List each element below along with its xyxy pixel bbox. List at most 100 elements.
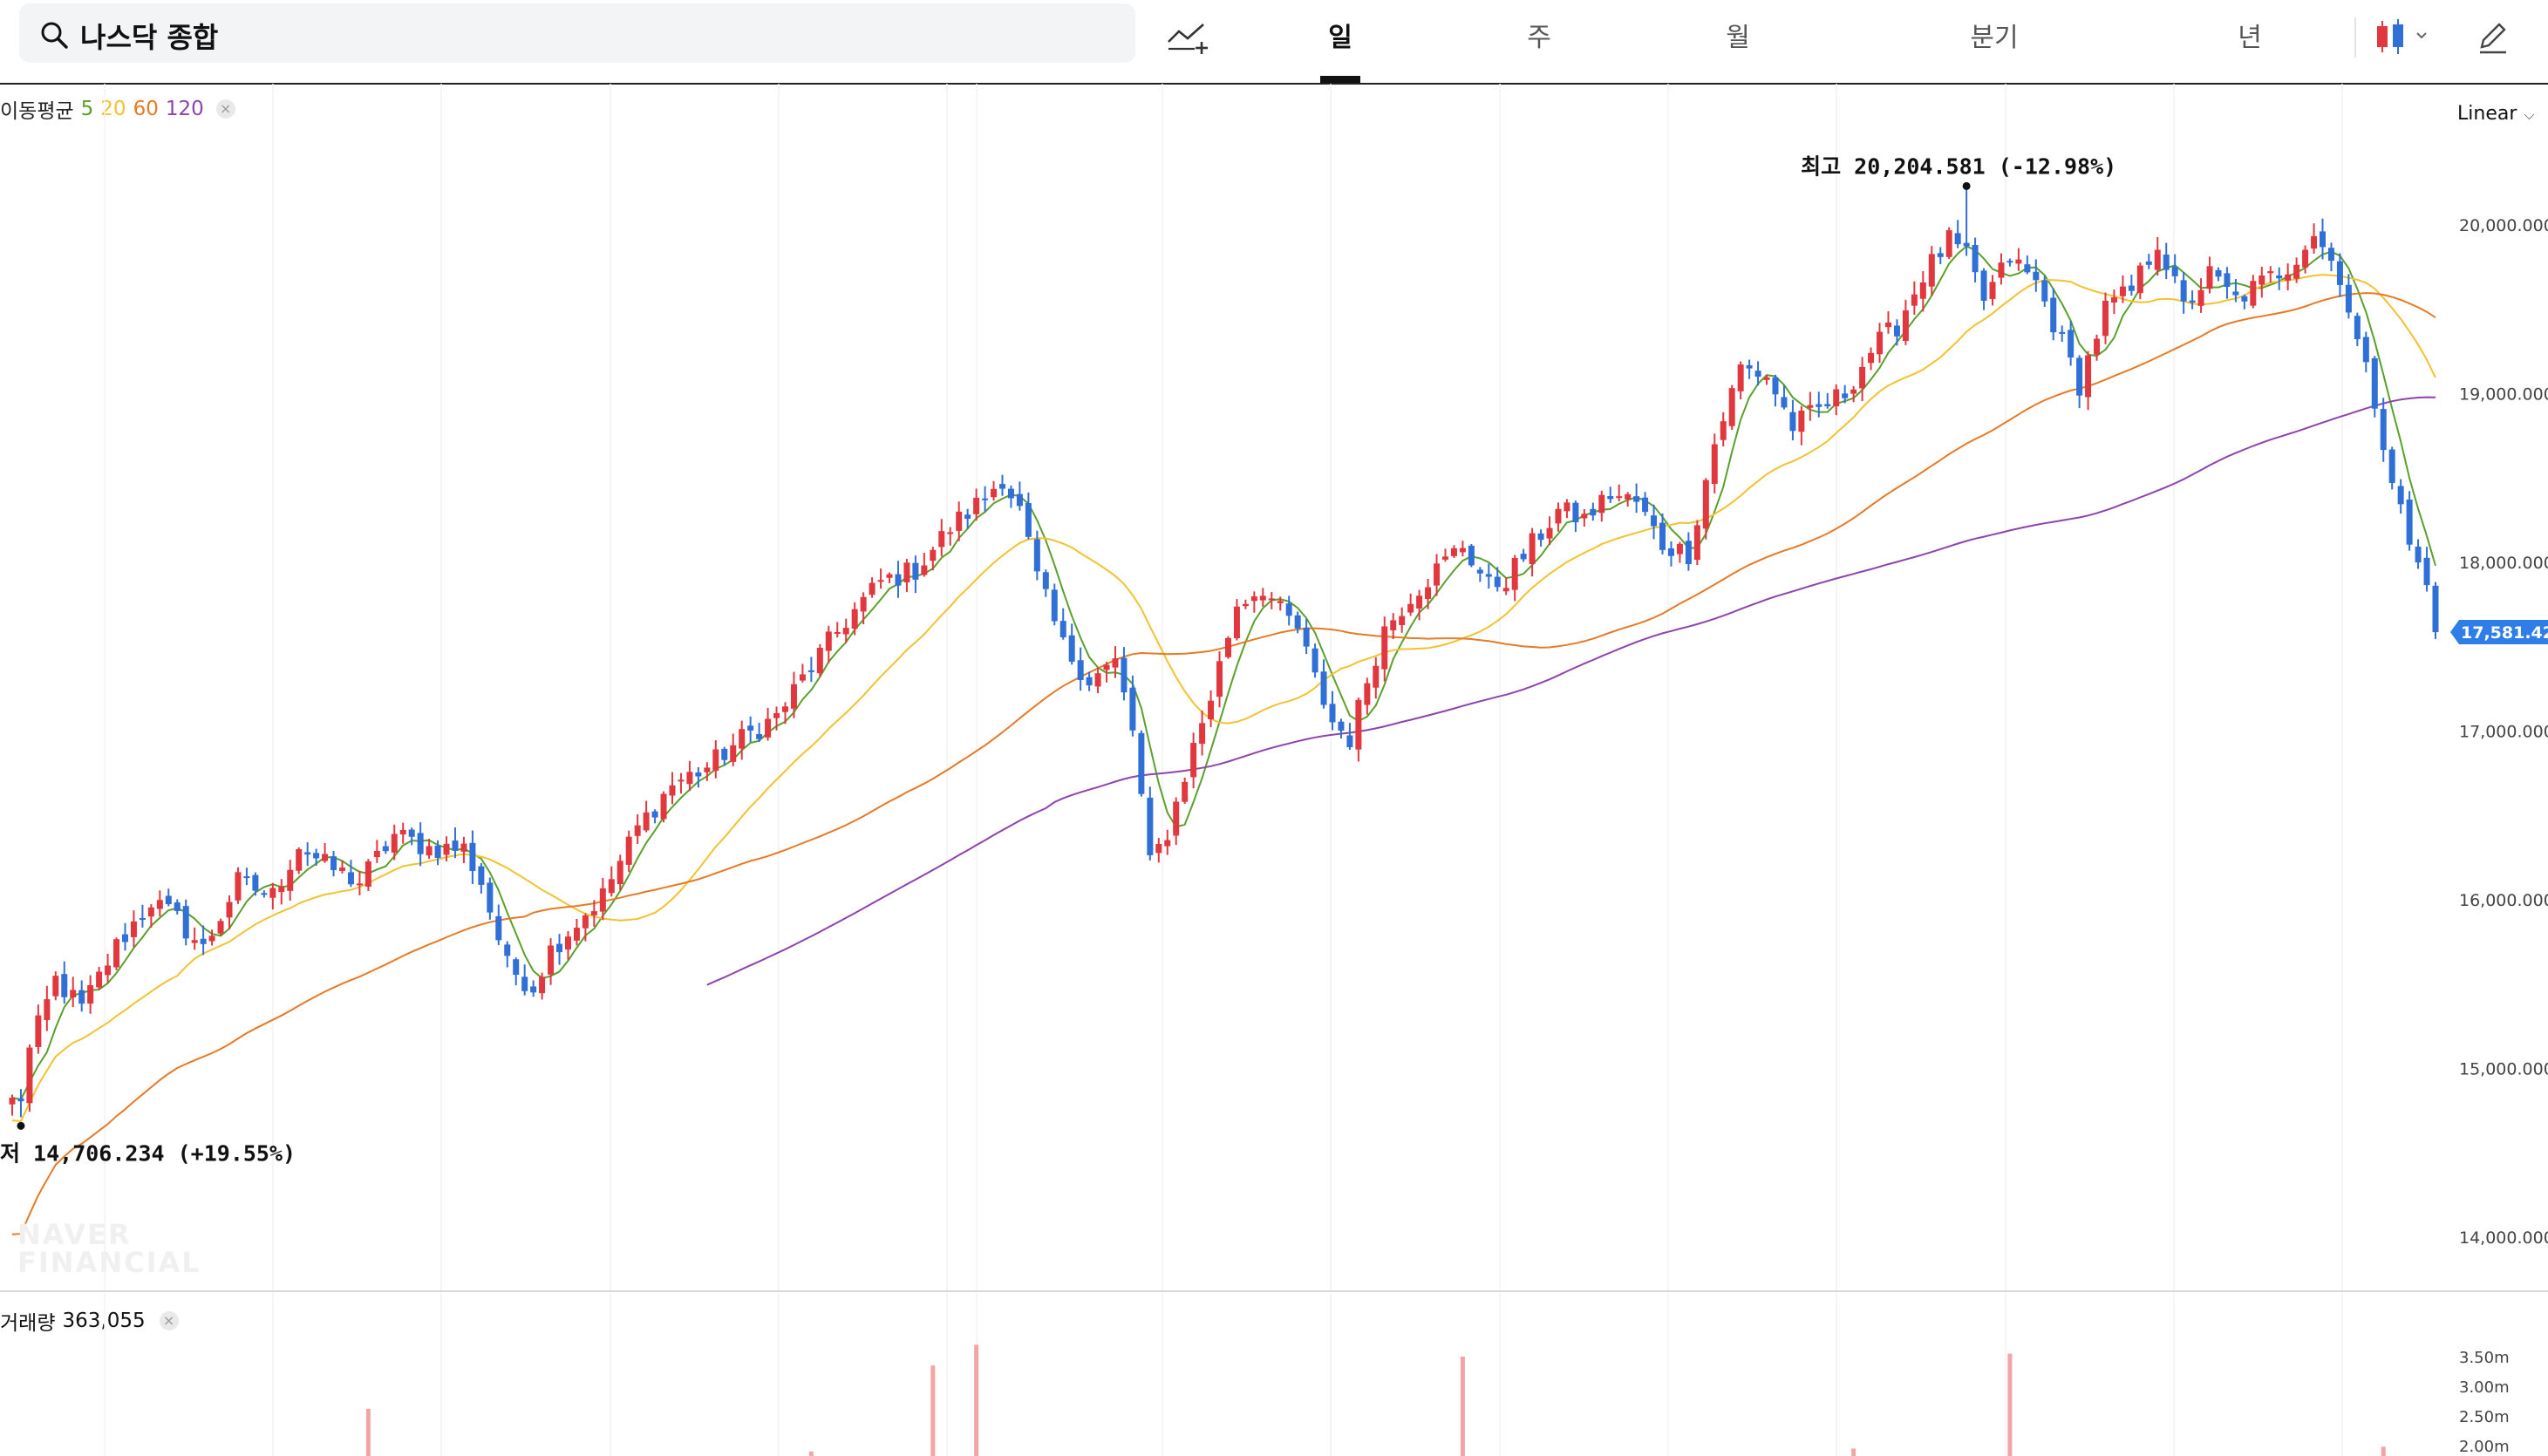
candle-body <box>973 497 980 514</box>
tab-daily[interactable]: 일 <box>1328 23 1352 53</box>
candle-body <box>504 944 511 956</box>
candle-body <box>1537 533 1544 541</box>
candle-body <box>2258 275 2265 285</box>
price-chart[interactable]: 20,000.000 19,000.000 18,000.000 17,000.000… <box>0 84 2548 1290</box>
candle-body <box>391 833 398 853</box>
search-box[interactable]: 나스닥 종합 <box>19 3 1135 63</box>
candle-body <box>1355 699 1362 750</box>
candle-body <box>174 902 181 911</box>
candle-body <box>2327 248 2334 262</box>
candle-body <box>895 574 902 586</box>
candle-body <box>1954 233 1961 245</box>
candle-body <box>330 856 337 871</box>
candle-body <box>2336 261 2343 285</box>
tab-weekly[interactable]: 주 <box>1527 23 1551 53</box>
candle-body <box>634 825 641 836</box>
ma-5-label: 5 <box>80 98 94 120</box>
watermark-line-2: FINANCIAL <box>17 1246 201 1279</box>
candle-body <box>2171 266 2178 276</box>
candle-body <box>364 861 371 887</box>
candle-body <box>912 562 919 580</box>
candle-body <box>382 846 389 852</box>
candlestick-chart-type-icon[interactable] <box>2370 16 2431 58</box>
candle-body <box>756 734 763 739</box>
candle-body <box>9 1097 16 1105</box>
candle-body <box>643 812 650 831</box>
candle-body <box>1884 322 1891 328</box>
volume-label: 거래량 <box>0 1312 56 1335</box>
candle-body <box>1199 723 1206 745</box>
candle-body <box>1685 541 1692 565</box>
candle-body <box>417 833 424 854</box>
pencil-icon[interactable] <box>2475 17 2510 56</box>
candle-body <box>1607 496 1614 500</box>
candle-body <box>799 674 806 681</box>
candle-body <box>373 850 380 858</box>
search-input[interactable]: 나스닥 종합 <box>80 21 219 54</box>
scale-dropdown[interactable]: Linear ⌵ <box>2457 103 2535 125</box>
candle-body <box>1025 503 1032 537</box>
tab-monthly[interactable]: 월 <box>1726 23 1750 53</box>
candle-body <box>1529 533 1536 564</box>
close-icon[interactable]: × <box>159 1311 179 1330</box>
candle-body <box>1798 411 1805 432</box>
candle-body <box>548 945 555 975</box>
candle-body <box>1676 543 1683 555</box>
trendline-draw-icon[interactable] <box>1165 16 1210 58</box>
candle-body <box>1381 626 1388 670</box>
candle-body <box>1294 615 1301 629</box>
y-tick-label: 17,000.000 <box>2459 723 2548 742</box>
candle-body <box>356 883 363 886</box>
volume-chart[interactable]: 3.50m 3.00m 2.50m 2.00m <box>0 1292 2548 1456</box>
candle-body <box>2397 486 2404 505</box>
volume-bar <box>974 1344 979 1456</box>
volume-bar <box>930 1365 936 1456</box>
candle-body <box>1919 282 1926 299</box>
candle-body <box>1268 598 1275 601</box>
candle-body <box>96 971 103 988</box>
candle-body <box>105 965 112 976</box>
candle-body <box>147 907 154 917</box>
candle-body <box>339 867 346 871</box>
candle-body <box>807 670 814 672</box>
y-tick-label: 14,000.000 <box>2459 1228 2548 1248</box>
candle-body <box>2302 249 2309 268</box>
tab-yearly[interactable]: 년 <box>2238 23 2262 53</box>
candle-body <box>460 843 467 852</box>
candle-body <box>825 631 832 651</box>
candle-body <box>982 498 989 500</box>
candle-body <box>1346 735 1353 748</box>
candle-body <box>1007 488 1014 499</box>
candle-body <box>2163 255 2170 270</box>
candle-body <box>2285 274 2292 281</box>
candle-body <box>660 793 667 820</box>
candle-body <box>704 767 711 772</box>
candle-body <box>1259 595 1266 601</box>
candle-body <box>739 729 746 749</box>
candle-body <box>1216 661 1223 697</box>
candle-body <box>200 938 207 944</box>
candle-body <box>1416 595 1423 609</box>
candle-body <box>1598 494 1605 514</box>
volume-bar <box>2381 1446 2386 1456</box>
candle-body <box>1772 377 1779 395</box>
candle-body <box>1094 673 1101 687</box>
candle-body <box>1129 687 1136 731</box>
candle-body <box>1555 508 1562 524</box>
search-icon <box>41 22 68 49</box>
candle-body <box>1911 294 1918 306</box>
candle-body <box>1833 389 1840 407</box>
candle-body <box>1051 589 1058 622</box>
volume-legend[interactable]: 거래량 363,055 × <box>0 1306 179 1336</box>
candle-body <box>2432 585 2439 632</box>
close-icon[interactable]: × <box>215 99 235 119</box>
ma-20-line <box>11 274 2436 1122</box>
candle-body <box>347 872 354 885</box>
candle-body <box>2085 355 2092 398</box>
tab-quarterly[interactable]: 분기 <box>1970 23 2019 53</box>
candle-body <box>834 631 841 634</box>
candle-body <box>938 531 945 548</box>
candle-body <box>269 888 276 898</box>
candle-body <box>1494 576 1501 588</box>
top-toolbar: 나스닥 종합 일 주 월 분기 년 <box>0 0 2548 85</box>
